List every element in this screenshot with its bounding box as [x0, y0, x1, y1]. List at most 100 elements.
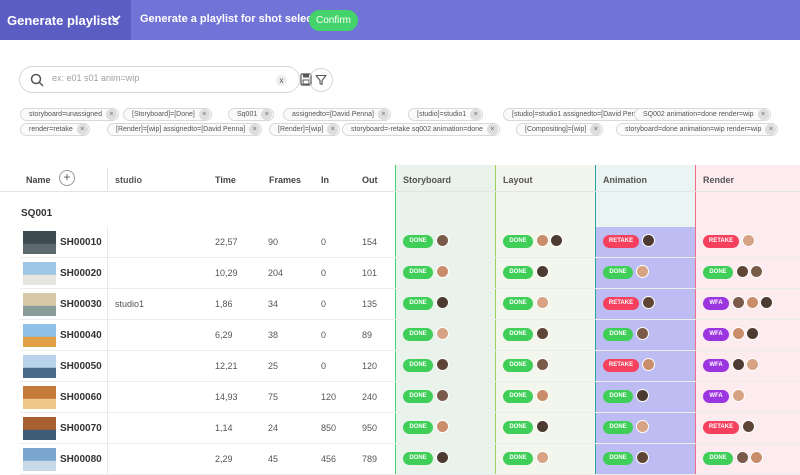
filter-chip[interactable]: [studio]=studio1 × [408, 108, 484, 121]
assignee-avatar[interactable] [636, 327, 649, 340]
shot-thumbnail[interactable] [23, 293, 56, 316]
task-status-badge[interactable]: DONE [403, 297, 433, 310]
assignee-avatar[interactable] [742, 234, 755, 247]
remove-filter-icon[interactable]: × [261, 109, 273, 120]
task-status-badge[interactable]: DONE [503, 266, 533, 279]
confirm-button[interactable]: Confirm [309, 10, 358, 31]
task-status-badge[interactable]: DONE [403, 452, 433, 465]
remove-filter-icon[interactable]: × [377, 109, 389, 120]
time-column-header[interactable]: Time [215, 175, 236, 185]
remove-filter-icon[interactable]: × [249, 124, 261, 135]
assignee-avatar[interactable] [732, 358, 745, 371]
assignee-avatar[interactable] [536, 420, 549, 433]
playlist-mode-selector[interactable]: Generate playlists [0, 0, 131, 40]
assignee-avatar[interactable] [436, 420, 449, 433]
assignee-avatar[interactable] [436, 234, 449, 247]
shot-name[interactable]: SH00070 [60, 423, 102, 434]
filter-chip[interactable]: [Render]=[wip] assignedto=[David Penna] × [107, 123, 263, 136]
table-row[interactable]: SH00020 10,29 204 0 101 DONE DONE DONE DONE [20, 258, 800, 289]
task-status-badge[interactable]: DONE [403, 421, 433, 434]
assignee-avatar[interactable] [636, 265, 649, 278]
assignee-avatar[interactable] [746, 296, 759, 309]
task-status-badge[interactable]: RETAKE [603, 297, 639, 310]
filter-chip[interactable]: [Storyboard]=[Done] × [123, 108, 212, 121]
task-status-badge[interactable]: DONE [503, 390, 533, 403]
filter-chip[interactable]: render=retake × [20, 123, 90, 136]
task-status-badge[interactable]: WFA [703, 297, 729, 310]
remove-filter-icon[interactable]: × [470, 109, 482, 120]
table-row[interactable]: SH00010 22,57 90 0 154 DONE DONE RETAKE RETAKE [20, 227, 800, 258]
shot-name[interactable]: SH00020 [60, 268, 102, 279]
tab-layout[interactable]: Layout [503, 175, 533, 185]
assignee-avatar[interactable] [750, 451, 763, 464]
assignee-avatar[interactable] [436, 265, 449, 278]
task-status-badge[interactable]: WFA [703, 359, 729, 372]
studio-column-header[interactable]: studio [115, 175, 142, 185]
filter-chip[interactable]: SQ002 animation=done render=wip × [634, 108, 771, 121]
task-status-badge[interactable]: DONE [503, 235, 533, 248]
shot-name[interactable]: SH00050 [60, 361, 102, 372]
assignee-avatar[interactable] [736, 451, 749, 464]
remove-filter-icon[interactable]: × [765, 124, 777, 135]
shot-name[interactable]: SH00080 [60, 454, 102, 465]
assignee-avatar[interactable] [536, 327, 549, 340]
remove-filter-icon[interactable]: × [590, 124, 602, 135]
task-status-badge[interactable]: DONE [403, 359, 433, 372]
assignee-avatar[interactable] [736, 265, 749, 278]
name-column-header[interactable]: Name [26, 175, 51, 185]
task-status-badge[interactable]: DONE [503, 421, 533, 434]
filter-chip[interactable]: storyboard=done animation=wip render=wip… [616, 123, 779, 136]
assignee-avatar[interactable] [642, 358, 655, 371]
search-input[interactable]: ex: e01 s01 anim=wip [52, 73, 140, 83]
assignee-avatar[interactable] [550, 234, 563, 247]
shot-thumbnail[interactable] [23, 355, 56, 378]
task-status-badge[interactable]: DONE [403, 390, 433, 403]
shot-thumbnail[interactable] [23, 262, 56, 285]
table-row[interactable]: SH00030 studio1 1,86 34 0 135 DONE DONE RETAKE WF… [20, 289, 800, 320]
task-status-badge[interactable]: RETAKE [603, 359, 639, 372]
tab-render[interactable]: Render [703, 175, 735, 185]
remove-filter-icon[interactable]: × [757, 109, 769, 120]
assignee-avatar[interactable] [642, 296, 655, 309]
assignee-avatar[interactable] [750, 265, 763, 278]
task-status-badge[interactable]: DONE [603, 266, 633, 279]
assignee-avatar[interactable] [746, 327, 759, 340]
task-status-badge[interactable]: RETAKE [603, 235, 639, 248]
shot-thumbnail[interactable] [23, 324, 56, 347]
assignee-avatar[interactable] [732, 327, 745, 340]
table-row[interactable]: SH00070 1,14 24 850 950 DONE DONE DONE RETAKE [20, 413, 800, 444]
remove-filter-icon[interactable]: × [76, 124, 88, 135]
task-status-badge[interactable]: DONE [503, 359, 533, 372]
task-status-badge[interactable]: DONE [503, 452, 533, 465]
task-status-badge[interactable]: DONE [603, 452, 633, 465]
assignee-avatar[interactable] [436, 327, 449, 340]
out-column-header[interactable]: Out [362, 175, 378, 185]
shot-name[interactable]: SH00030 [60, 299, 102, 310]
frames-column-header[interactable]: Frames [269, 175, 302, 185]
task-status-badge[interactable]: DONE [403, 235, 433, 248]
assignee-avatar[interactable] [636, 389, 649, 402]
task-status-badge[interactable]: DONE [503, 328, 533, 341]
filter-chip[interactable]: assignedto=[David Penna] × [283, 108, 391, 121]
filter-chip[interactable]: [Render]=[wip] × [269, 123, 341, 136]
in-column-header[interactable]: In [321, 175, 329, 185]
task-status-badge[interactable]: DONE [603, 328, 633, 341]
assignee-avatar[interactable] [436, 389, 449, 402]
assignee-avatar[interactable] [536, 389, 549, 402]
assignee-avatar[interactable] [636, 420, 649, 433]
task-status-badge[interactable]: DONE [703, 452, 733, 465]
assignee-avatar[interactable] [732, 296, 745, 309]
assignee-avatar[interactable] [536, 358, 549, 371]
assignee-avatar[interactable] [536, 265, 549, 278]
table-row[interactable]: SH00040 6,29 38 0 89 DONE DONE DONE WFA [20, 320, 800, 351]
add-column-button[interactable]: + [59, 170, 75, 186]
table-row[interactable]: SH00080 2,29 45 456 789 DONE DONE DONE DONE [20, 444, 800, 475]
task-status-badge[interactable]: DONE [403, 266, 433, 279]
assignee-avatar[interactable] [536, 451, 549, 464]
shot-thumbnail[interactable] [23, 231, 56, 254]
filter-chip[interactable]: [Compositing]=[wip] × [516, 123, 604, 136]
remove-filter-icon[interactable]: × [327, 124, 339, 135]
task-status-badge[interactable]: DONE [603, 421, 633, 434]
filter-chip[interactable]: storyboard=unassigned × [20, 108, 119, 121]
task-status-badge[interactable]: DONE [403, 328, 433, 341]
